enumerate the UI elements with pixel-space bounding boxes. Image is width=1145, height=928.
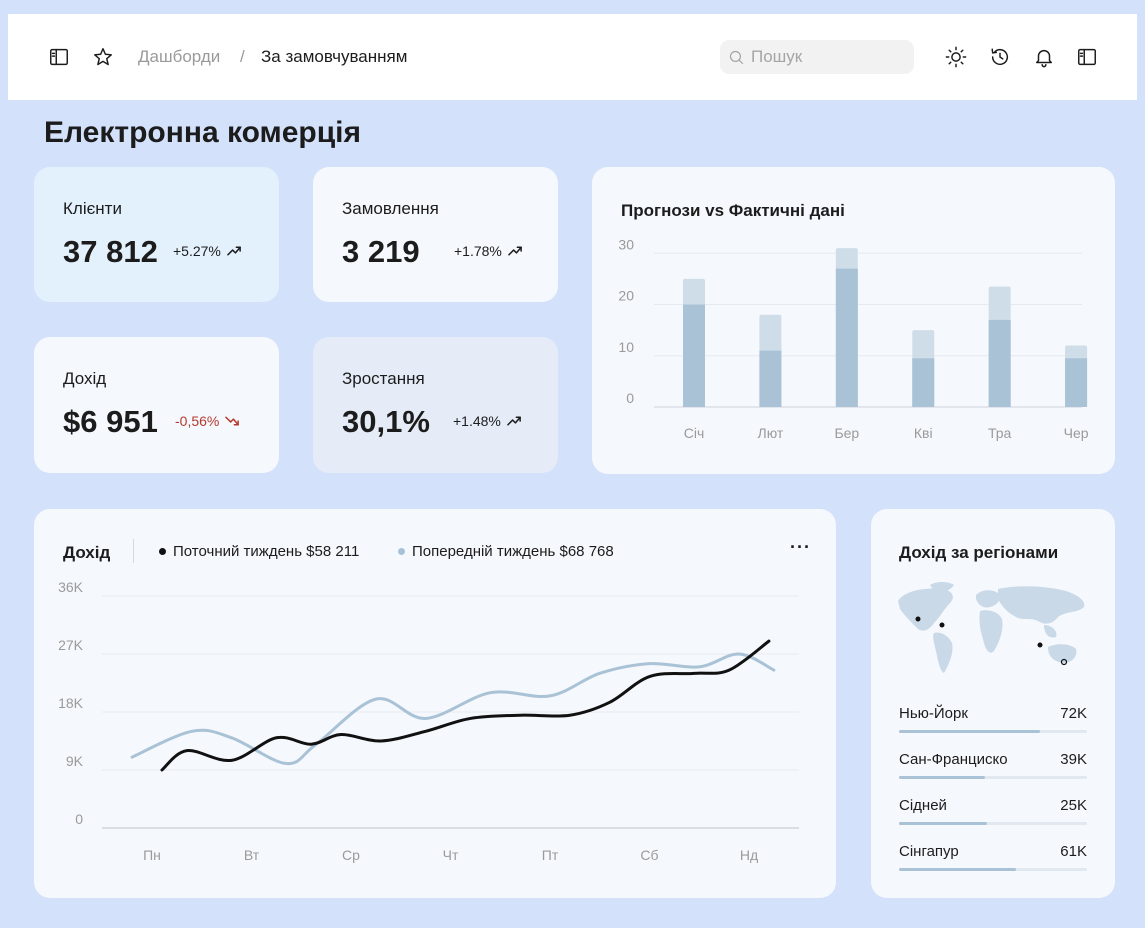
regions-card: Дохід за регіонами Нью-Йорк 72K Сан-Фран… [871, 509, 1115, 898]
legend-label-current: Поточний тиждень $58 211 [173, 543, 360, 560]
more-options-button[interactable]: ··· [790, 537, 811, 557]
region-value: 39K [1060, 751, 1087, 768]
kpi-card-orders[interactable]: Замовлення 3 219 +1.78% [313, 167, 558, 302]
kpi-card-customers[interactable]: Клієнти 37 812 +5.27% [34, 167, 279, 302]
bar-x-tick: Бер [834, 425, 859, 441]
legend-current[interactable]: Поточний тиждень $58 211 [159, 543, 359, 560]
trend-up-icon [508, 246, 522, 256]
world-map [898, 582, 1085, 673]
line-y-tick: 0 [75, 811, 83, 827]
search-input[interactable] [751, 47, 911, 67]
kpi-value: 37 812 [63, 234, 158, 269]
forecast-card: Прогнози vs Фактичні дані 0 10 20 30 Січ Лют Б… [592, 167, 1115, 474]
kpi-label: Зростання [342, 369, 425, 388]
line-y-tick: 27K [58, 637, 84, 653]
bar-y-tick: 30 [618, 236, 634, 252]
region-progress-track [899, 822, 1087, 825]
region-progress-fill [899, 730, 1040, 733]
forecast-bar-chart: 0 10 20 30 Січ Лют Бер Кві Тра Чер [618, 236, 1089, 441]
region-progress-fill [899, 776, 986, 779]
bar-x-tick: Тра [988, 425, 1012, 441]
line-y-tick: 36K [58, 579, 84, 595]
region-name: Нью-Йорк [899, 705, 968, 722]
bar-actual[interactable] [759, 350, 782, 407]
kpi-label: Клієнти [63, 199, 122, 218]
kpi-delta: -0,56% [175, 413, 240, 429]
panel-icon[interactable] [1075, 45, 1099, 69]
revenue-title: Дохід [63, 543, 111, 562]
line-x-tick: Сб [640, 847, 658, 863]
bar-actual[interactable] [988, 319, 1011, 407]
star-icon[interactable] [91, 45, 115, 69]
bar-y-tick: 0 [626, 390, 634, 406]
breadcrumb-root[interactable]: Дашборди [138, 47, 221, 66]
kpi-delta: +1.48% [453, 413, 522, 429]
bar-x-tick: Січ [684, 425, 705, 441]
bar-actual[interactable] [1065, 358, 1088, 407]
legend-label-previous: Попередній тиждень $68 768 [412, 543, 614, 560]
bar-actual[interactable] [683, 304, 705, 408]
region-value: 61K [1060, 843, 1087, 860]
region-value: 72K [1060, 705, 1087, 722]
kpi-card-growth[interactable]: Зростання 30,1% +1.48% [313, 337, 558, 473]
region-name: Сінгапур [899, 843, 959, 860]
kpi-card-revenue[interactable]: Дохід $6 951 -0,56% [34, 337, 279, 473]
history-icon[interactable] [988, 45, 1012, 69]
legend-dot-current [159, 548, 166, 555]
line-y-tick: 9K [66, 753, 84, 769]
bar-y-tick: 10 [618, 339, 634, 355]
bar-y-tick: 20 [618, 288, 634, 304]
line-series-previous[interactable] [130, 652, 776, 766]
bar-actual[interactable] [912, 358, 935, 407]
revenue-card: Дохід Поточний тиждень $58 211 Попередні… [34, 509, 836, 898]
bar-x-tick: Чер [1064, 425, 1089, 441]
breadcrumb-separator: / [240, 47, 245, 66]
kpi-value: $6 951 [63, 404, 158, 439]
line-series-current[interactable] [160, 639, 771, 772]
bar-x-tick: Кві [914, 425, 933, 441]
page-title: Електронна комерція [44, 116, 362, 149]
region-progress-track [899, 868, 1087, 871]
region-name: Сідней [899, 797, 947, 814]
bell-icon[interactable] [1032, 45, 1056, 69]
kpi-label: Дохід [63, 369, 107, 388]
line-x-tick: Нд [740, 847, 758, 863]
line-x-tick: Ср [342, 847, 360, 863]
legend-divider [133, 539, 134, 563]
kpi-label: Замовлення [342, 199, 439, 218]
trend-up-icon [507, 416, 521, 426]
kpi-value: 30,1% [342, 404, 430, 439]
legend-dot-previous [398, 548, 405, 555]
line-x-tick: Чт [443, 847, 459, 863]
search-icon [729, 50, 744, 64]
region-progress-track [899, 730, 1087, 733]
search-box[interactable] [720, 40, 914, 74]
trend-up-icon [227, 246, 241, 256]
region-value: 25K [1060, 797, 1087, 814]
revenue-line-chart: 0 9K 18K 27K 36K Пн Вт Ср Чт Пт Сб Нд [58, 579, 799, 863]
kpi-delta: +5.27% [173, 243, 242, 259]
line-y-tick: 18K [58, 695, 84, 711]
line-x-tick: Пт [542, 847, 559, 863]
region-progress-track [899, 776, 1087, 779]
region-name: Сан-Франциско [899, 751, 1008, 768]
line-x-tick: Пн [143, 847, 161, 863]
kpi-delta: +1.78% [454, 243, 523, 259]
sun-icon[interactable] [944, 45, 968, 69]
forecast-title: Прогнози vs Фактичні дані [621, 201, 845, 220]
bar-actual[interactable] [835, 268, 858, 407]
region-progress-fill [899, 822, 988, 825]
trend-down-icon [225, 416, 240, 426]
top-bar: Дашборди / За замовчуванням [8, 14, 1137, 100]
kpi-value: 3 219 [342, 234, 420, 269]
bar-x-tick: Лют [758, 425, 784, 441]
breadcrumb-current[interactable]: За замовчуванням [261, 47, 408, 66]
sidebar-icon[interactable] [47, 45, 71, 69]
legend-previous[interactable]: Попередній тиждень $68 768 [398, 543, 614, 560]
region-progress-fill [899, 868, 1016, 871]
regions-title: Дохід за регіонами [899, 543, 1059, 562]
line-x-tick: Вт [244, 847, 260, 863]
